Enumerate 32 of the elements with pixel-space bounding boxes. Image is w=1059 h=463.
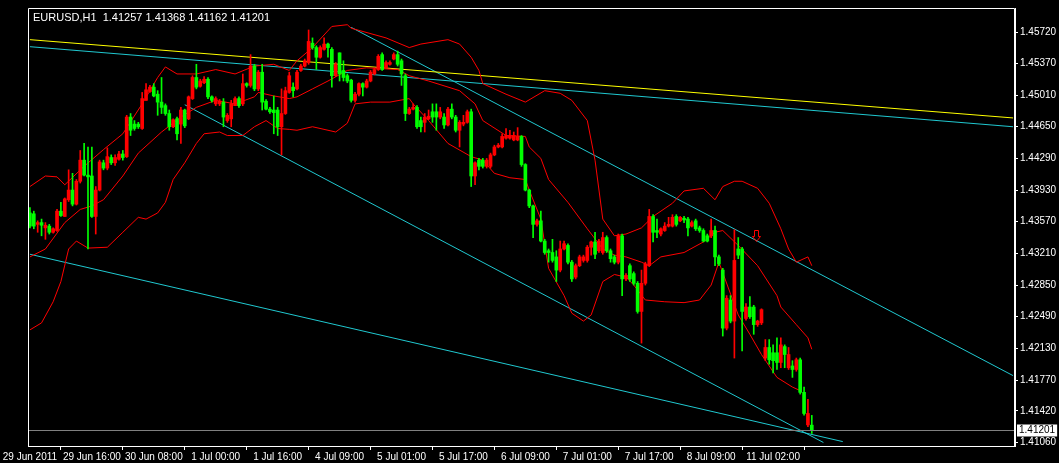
x-tick-label: 29 Jun 2011 [2, 450, 58, 462]
chart-title: EURUSD,H1 1.41257 1.41368 1.41162 1.41201 [33, 10, 271, 23]
x-tick-label: 7 Jul 17:00 [624, 450, 675, 462]
y-tick-label: 1.45370 [1020, 57, 1057, 69]
y-tick-label: 1.41060 [1020, 436, 1057, 448]
y-tick-label: 1.42850 [1020, 278, 1057, 290]
x-tick-label: 5 Jul 01:00 [377, 450, 427, 462]
y-tick-label: 1.43570 [1020, 215, 1057, 227]
y-tick-label: 1.44290 [1020, 152, 1057, 164]
x-tick-label: 1 Jul 16:00 [253, 450, 303, 462]
x-tick-label: 5 Jul 17:00 [438, 450, 489, 462]
x-tick-label: 6 Jul 09:00 [500, 450, 551, 462]
y-tick-label: 1.43930 [1020, 183, 1057, 195]
y-tick-label: 1.42490 [1020, 310, 1057, 322]
candlestick [291, 82, 295, 98]
y-tick-label: 1.45720 [1020, 26, 1057, 38]
y-tick-label: 1.45010 [1020, 88, 1057, 100]
x-tick-label: 1 Jul 00:00 [191, 450, 241, 462]
x-tick-label: 11 Jul 02:00 [746, 450, 801, 462]
candlestick [35, 220, 40, 233]
y-tick-label: 1.41420 [1020, 404, 1057, 416]
x-tick-label: 7 Jul 01:00 [562, 450, 613, 462]
y-tick-label: 1.43210 [1020, 247, 1057, 259]
candlestick [655, 218, 659, 238]
x-tick-label: 30 Jun 08:00 [124, 450, 184, 462]
x-tick-label: 8 Jul 09:00 [686, 450, 737, 462]
x-tick-label: 29 Jun 16:00 [62, 450, 122, 462]
x-tick-label: 4 Jul 09:00 [315, 450, 365, 462]
y-tick-label: 1.42130 [1020, 342, 1057, 354]
y-tick-label: 1.41770 [1020, 373, 1057, 385]
ref-line-label: 1.41201 [1019, 424, 1056, 436]
y-tick-label: 1.44650 [1020, 120, 1057, 132]
